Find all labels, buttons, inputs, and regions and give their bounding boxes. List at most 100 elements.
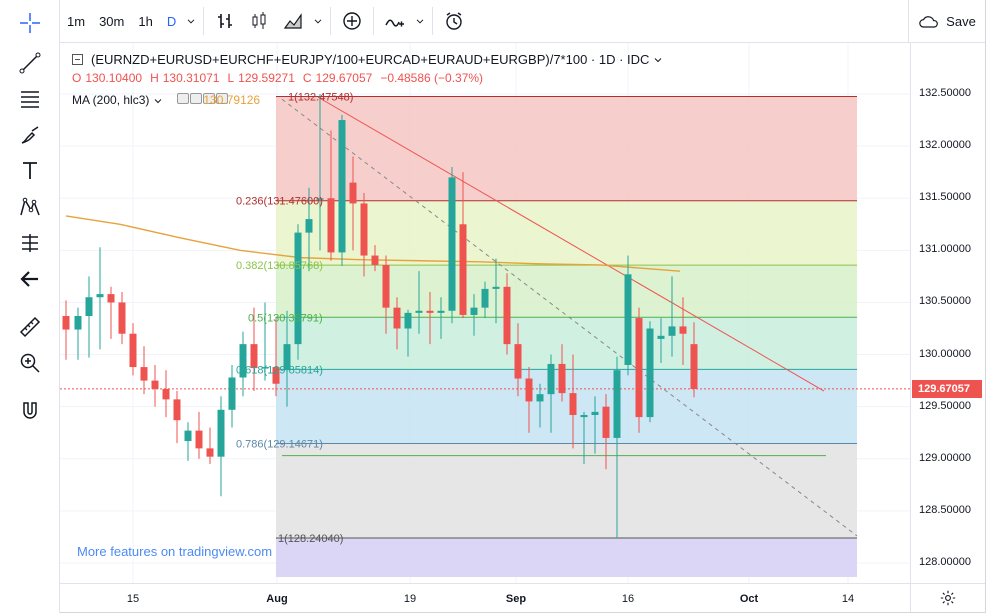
pattern-icon[interactable] <box>15 192 45 222</box>
price-tick-label: 131.00000 <box>919 243 971 256</box>
candle-body <box>624 274 632 365</box>
more-icon[interactable] <box>216 93 229 104</box>
candle <box>525 367 533 433</box>
candle <box>624 255 632 376</box>
price-tick-label: 128.00000 <box>919 556 971 568</box>
candle <box>470 294 478 336</box>
compare-icon[interactable] <box>378 0 412 43</box>
price-tick-label: 131.50000 <box>919 191 971 204</box>
interval-d-button[interactable]: D <box>166 13 177 29</box>
candle <box>536 383 544 428</box>
save-button[interactable]: Save <box>908 0 985 43</box>
candle <box>602 394 610 470</box>
candle <box>217 396 225 497</box>
text-icon[interactable] <box>15 156 45 186</box>
area-chart-type-icon[interactable] <box>276 0 310 43</box>
ruler-icon[interactable] <box>15 312 45 342</box>
fib-level-label: 1(128.24040) <box>278 533 343 545</box>
alert-clock-icon[interactable] <box>437 0 471 43</box>
delete-icon[interactable] <box>203 93 216 104</box>
candles-chart-type-icon[interactable] <box>242 0 276 43</box>
candle-body <box>96 294 104 298</box>
candle-body <box>62 315 70 330</box>
high-label: H <box>150 71 159 85</box>
candle <box>646 321 654 423</box>
candle-body <box>228 377 236 410</box>
magnet-icon[interactable] <box>15 396 45 426</box>
fib-level-label: 0.786(129.14671) <box>236 438 323 450</box>
bar-chart-type-icon[interactable] <box>208 0 242 43</box>
candle-body <box>85 297 93 316</box>
price-tick-label: 130.50000 <box>919 295 971 308</box>
candle-body <box>250 344 258 369</box>
symbol-name[interactable]: (EURNZD+EURUSD+EURCHF+EURJPY/100+EURCAD+… <box>91 52 650 67</box>
chevron-down-icon[interactable] <box>653 55 663 65</box>
ma-indicator-label[interactable]: MA (200, hlc3) <box>72 93 150 107</box>
candle-body <box>239 344 247 378</box>
candle-body <box>327 198 335 253</box>
candle-body <box>668 326 676 336</box>
time-tick-label: 14 <box>841 593 855 605</box>
candle <box>283 310 291 407</box>
candle-body <box>382 264 390 308</box>
time-axis[interactable]: 15 Aug 19 Sep 16 Oct 14 <box>60 583 910 612</box>
drawing-toolbar <box>0 0 60 613</box>
candle-body <box>525 378 533 402</box>
trend-line-icon[interactable] <box>15 48 45 78</box>
dashed-trend-line <box>281 98 858 537</box>
interval-30m-button[interactable]: 30m <box>99 13 125 29</box>
trend-lines <box>60 96 910 537</box>
candle-body <box>316 198 324 200</box>
price-chart[interactable]: 1(132.47548) 0.236(131.47600) 0.382(130.85… <box>60 43 910 583</box>
chart-legend: (EURNZD+EURUSD+EURCHF+EURJPY/100+EURCAD+… <box>72 50 663 110</box>
candle <box>657 318 665 363</box>
settings-icon[interactable] <box>190 93 203 104</box>
candle <box>85 276 93 358</box>
candle <box>74 307 82 360</box>
candle <box>591 396 599 454</box>
chevron-down-icon[interactable] <box>310 0 326 43</box>
cloud-icon <box>919 16 939 28</box>
interval-1m-button[interactable]: 1m <box>67 13 86 29</box>
fib-retracement-icon[interactable] <box>15 84 45 114</box>
interval-1h-button[interactable]: 1h <box>138 13 153 29</box>
visibility-icon[interactable] <box>177 93 190 104</box>
candle-body <box>426 310 434 313</box>
candle-body <box>591 411 599 416</box>
watermark-link[interactable]: More features on tradingview.com <box>77 544 273 559</box>
price-axis[interactable]: 132.50000 132.00000 131.50000 131.00000 130.… <box>910 43 985 583</box>
candle <box>503 273 511 355</box>
candle <box>668 276 676 357</box>
brush-icon[interactable] <box>15 120 45 150</box>
candle <box>514 323 522 397</box>
time-tick-label: 15 <box>126 593 140 605</box>
time-tick-label: 16 <box>621 593 635 605</box>
candle <box>151 364 159 407</box>
candle <box>338 114 346 266</box>
collapse-icon[interactable] <box>72 54 83 65</box>
candle-body <box>646 328 654 418</box>
candle <box>294 224 302 360</box>
chart-settings-button[interactable] <box>910 583 985 612</box>
prediction-icon[interactable] <box>15 228 45 258</box>
candle <box>327 130 335 261</box>
candle <box>261 302 269 381</box>
candle-body <box>173 399 181 421</box>
chevron-down-icon[interactable] <box>183 0 199 43</box>
zoom-icon[interactable] <box>15 348 45 378</box>
fib-zone <box>276 443 857 538</box>
price-tick-label: 132.50000 <box>919 87 971 99</box>
fib-zone <box>276 537 857 577</box>
candle <box>415 271 423 334</box>
crosshair-icon[interactable] <box>15 8 45 38</box>
add-indicator-icon[interactable] <box>335 0 369 43</box>
candle-body <box>569 393 577 416</box>
chevron-down-icon[interactable] <box>153 96 163 106</box>
candle-body <box>459 224 467 315</box>
candle <box>635 307 643 433</box>
candle-body <box>470 307 478 315</box>
price-tick-label: 132.00000 <box>919 139 971 152</box>
chevron-down-icon[interactable] <box>412 0 428 43</box>
back-arrow-icon[interactable] <box>15 264 45 294</box>
candle-body <box>360 203 368 256</box>
